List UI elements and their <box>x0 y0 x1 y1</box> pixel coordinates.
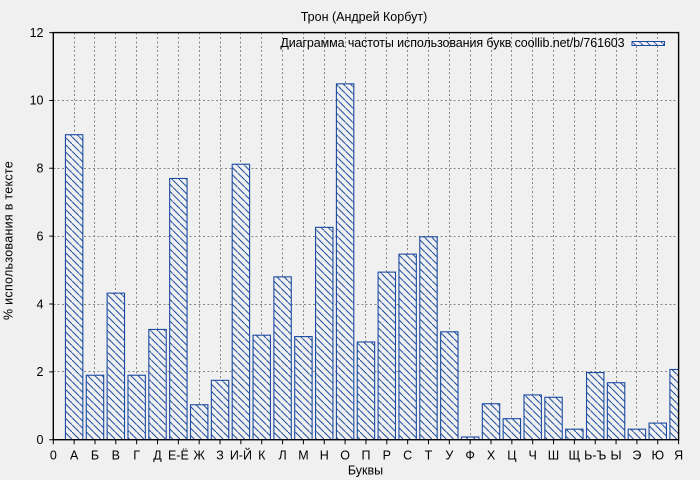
svg-text:Трон (Андрей Корбут): Трон (Андрей Корбут) <box>301 10 427 24</box>
svg-text:Ш: Ш <box>548 449 559 463</box>
svg-text:Я: Я <box>674 449 683 463</box>
svg-text:И-Й: И-Й <box>230 448 252 463</box>
svg-text:Ь-Ъ: Ь-Ъ <box>584 449 606 463</box>
svg-text:Р: Р <box>383 449 391 463</box>
svg-text:Диаграмма частоты использовани: Диаграмма частоты использования букв coo… <box>280 36 624 50</box>
svg-text:Буквы: Буквы <box>348 463 383 477</box>
svg-text:Щ: Щ <box>569 449 581 463</box>
svg-text:10: 10 <box>30 94 44 108</box>
svg-text:Т: Т <box>425 449 433 463</box>
svg-text:Б: Б <box>91 449 99 463</box>
svg-text:Д: Д <box>153 449 162 463</box>
svg-text:Ц: Ц <box>507 449 517 463</box>
svg-text:Е-Ё: Е-Ё <box>168 449 189 463</box>
svg-text:0: 0 <box>37 433 44 447</box>
svg-text:Ч: Ч <box>529 449 537 463</box>
svg-text:Н: Н <box>320 449 329 463</box>
svg-text:Ы: Ы <box>611 449 622 463</box>
svg-text:8: 8 <box>37 162 44 176</box>
svg-text:К: К <box>258 449 266 463</box>
svg-text:З: З <box>216 449 224 463</box>
svg-text:Ж: Ж <box>193 449 205 463</box>
svg-text:4: 4 <box>37 297 44 311</box>
svg-text:Х: Х <box>487 449 496 463</box>
svg-text:Ф: Ф <box>465 449 475 463</box>
svg-text:Ю: Ю <box>651 449 664 463</box>
svg-text:6: 6 <box>37 230 44 244</box>
svg-text:Л: Л <box>278 449 286 463</box>
svg-text:П: П <box>361 449 370 463</box>
svg-text:С: С <box>403 449 412 463</box>
svg-text:М: М <box>298 449 308 463</box>
svg-text:Э: Э <box>632 449 641 463</box>
svg-text:% использования в тексте: % использования в тексте <box>1 161 15 320</box>
svg-text:В: В <box>112 449 120 463</box>
svg-text:У: У <box>445 449 453 463</box>
svg-text:О: О <box>340 449 350 463</box>
svg-text:А: А <box>70 449 79 463</box>
svg-text:2: 2 <box>37 365 44 379</box>
svg-text:Г: Г <box>133 449 140 463</box>
svg-text:0: 0 <box>50 449 57 463</box>
svg-text:12: 12 <box>30 26 44 40</box>
